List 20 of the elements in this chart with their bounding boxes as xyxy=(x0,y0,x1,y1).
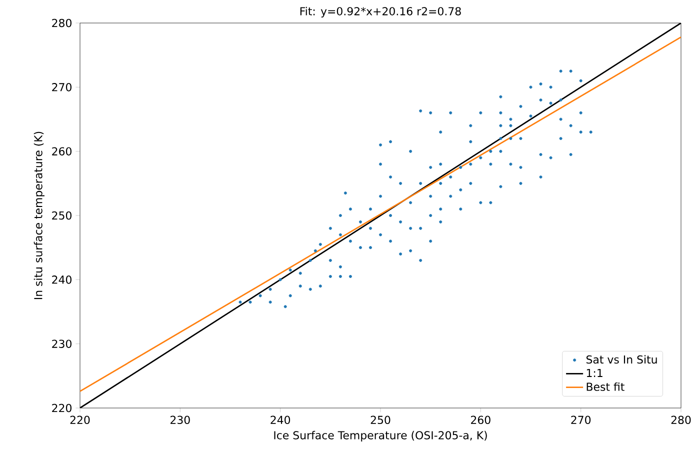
y-tick-label: 250 xyxy=(52,211,72,220)
x-tick-label: 220 xyxy=(70,416,90,424)
x-tick-label: 270 xyxy=(571,416,591,424)
y-axis-title: In situ surface temperature (K) xyxy=(34,132,44,300)
y-tick-label: 240 xyxy=(52,276,72,284)
x-tick-label: 240 xyxy=(270,416,290,424)
x-tick-label: 250 xyxy=(370,416,390,424)
x-axis-title: Ice Surface Temperature (OSI-205-a, K) xyxy=(274,430,487,442)
chart-title: Fit: y=0.92*x+20.16 r2=0.78 xyxy=(300,6,461,18)
y-tick-label: 220 xyxy=(52,404,72,412)
y-tick-label: 280 xyxy=(52,18,72,28)
y-tick-label: 260 xyxy=(52,147,72,156)
legend-label: Best fit xyxy=(586,382,624,391)
legend-label: Sat vs In Situ xyxy=(586,355,657,364)
y-tick-label: 230 xyxy=(52,340,72,348)
x-tick-label: 230 xyxy=(170,416,190,424)
legend-label: 1:1 xyxy=(586,368,602,377)
x-tick-label: 260 xyxy=(471,416,490,424)
y-tick-label: 270 xyxy=(52,83,72,92)
x-tick-label: 280 xyxy=(671,416,691,424)
